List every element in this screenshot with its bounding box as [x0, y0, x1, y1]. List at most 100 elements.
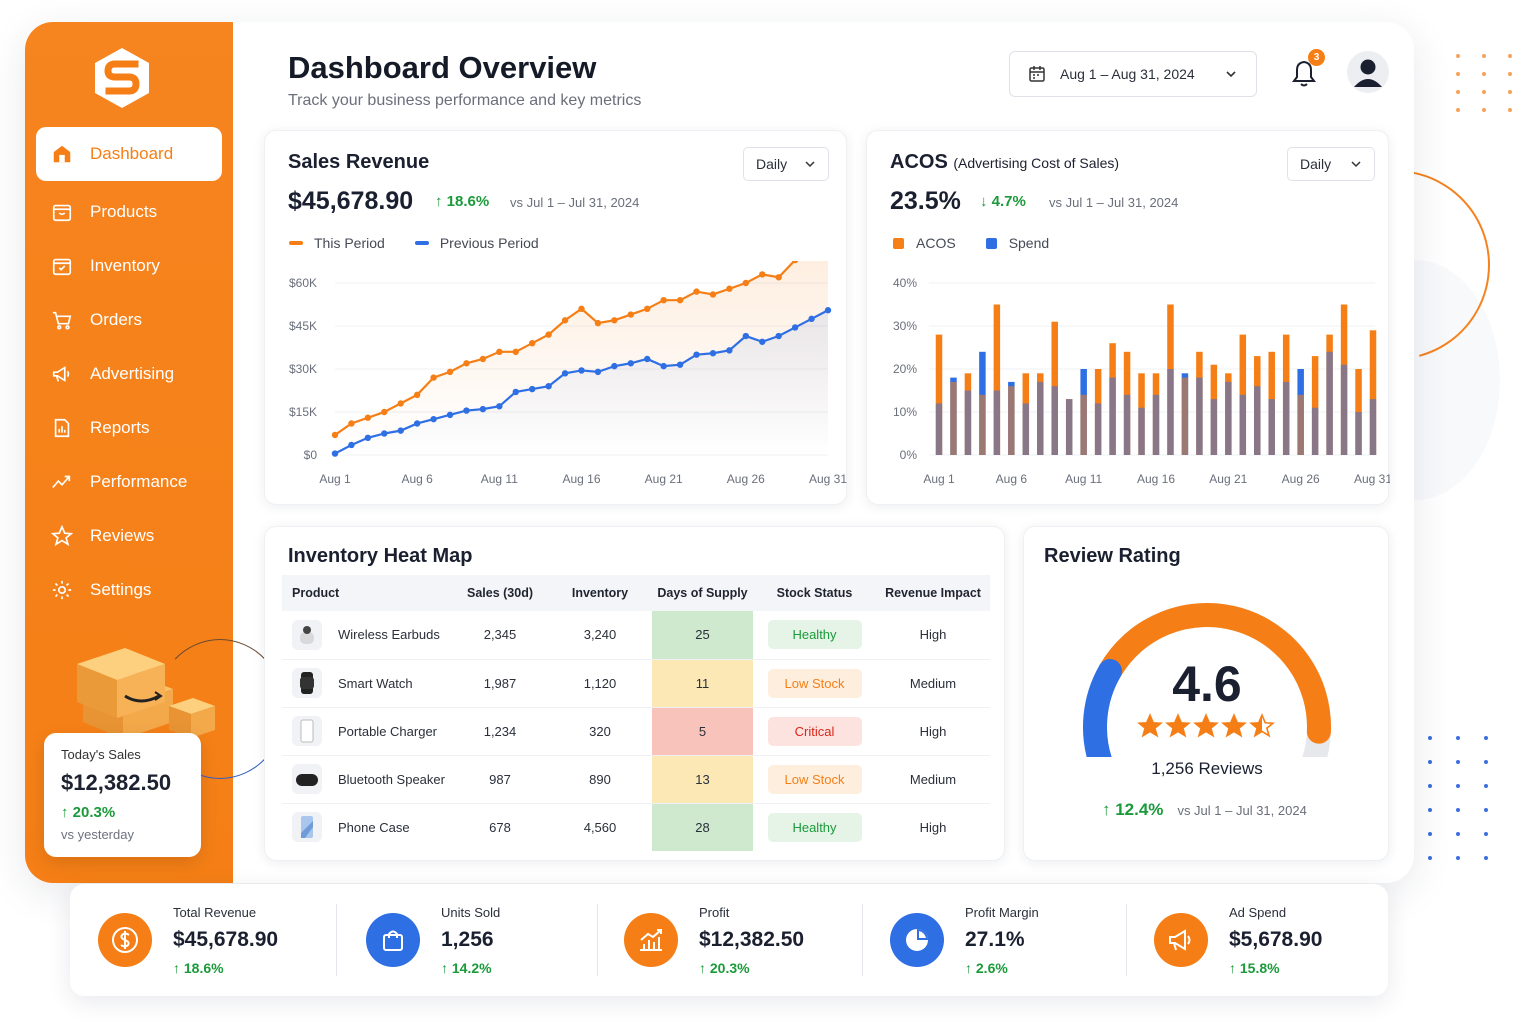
kpi-divider	[862, 904, 863, 976]
data-point	[446, 368, 454, 376]
table-row[interactable]: Smart Watch 1,987 1,120 11 Low Stock Med…	[282, 659, 990, 708]
x-tick-label: Aug 21	[1209, 472, 1247, 486]
spend-bar	[1239, 394, 1247, 455]
status-badge: Healthy	[767, 620, 862, 650]
acos-legend: ACOS Spend	[893, 235, 1079, 251]
acos-bar-chart: 40% 30% 20% 10% 0% Aug 1 Aug 6 Aug 11 Aug 16 Aug …	[893, 276, 1390, 486]
notification-bell-icon[interactable]	[1289, 56, 1319, 90]
kpi-total-revenue[interactable]: Total Revenue $45,678.90 ↑ 18.6%	[98, 884, 278, 996]
impact-cell: High	[876, 707, 990, 756]
y-tick-label: $45K	[289, 319, 317, 333]
inventory-title: Inventory Heat Map	[288, 545, 473, 567]
kpi-units-sold[interactable]: Units Sold 1,256 ↑ 14.2%	[366, 884, 500, 996]
data-point	[808, 315, 815, 323]
table-row[interactable]: Wireless Earbuds 2,345 3,240 25 Healthy …	[282, 611, 990, 660]
sidebar-nav: Dashboard Products Inventory Orders	[36, 127, 222, 617]
box-icon	[50, 200, 74, 224]
kpi-profit-margin[interactable]: Profit Margin 27.1% ↑ 2.6%	[890, 884, 1039, 996]
x-tick-label: Aug 26	[1282, 472, 1320, 486]
spend-bar	[1210, 399, 1218, 455]
data-point	[364, 434, 372, 441]
spend-bar	[964, 390, 972, 455]
table-row[interactable]: Bluetooth Speaker 987 890 13 Low Stock M…	[282, 755, 990, 804]
column-header[interactable]: Product	[282, 575, 452, 611]
kpi-label: Profit	[699, 904, 730, 920]
sidebar-item-label: Orders	[90, 310, 142, 329]
acos-period-select[interactable]: Daily	[1287, 147, 1375, 181]
phone-case-image	[292, 812, 322, 843]
bluetooth-speaker-image	[292, 764, 322, 794]
impact-cell: High	[876, 611, 990, 660]
sidebar-item-reviews[interactable]: Reviews	[36, 509, 222, 563]
acos-title: ACOS (Advertising Cost of Sales)	[890, 151, 1119, 174]
inventory-cell: 320	[548, 707, 652, 756]
sales-period-select[interactable]: Daily	[743, 147, 829, 181]
data-point	[397, 427, 404, 434]
sidebar-item-settings[interactable]: Settings	[36, 563, 222, 617]
cart-icon	[50, 308, 74, 332]
review-change-row: ↑ 12.4% vs Jul 1 – Jul 31, 2024	[1102, 800, 1307, 820]
app-window: Dashboard Products Inventory Orders	[25, 22, 1414, 883]
data-point	[660, 297, 667, 304]
product-name: Smart Watch	[338, 675, 413, 691]
sidebar-item-label: Settings	[90, 580, 152, 599]
user-avatar[interactable]	[1347, 51, 1389, 93]
sidebar-item-dashboard[interactable]: Dashboard	[36, 127, 222, 181]
today-sales-card: Today's Sales $12,382.50 ↑ 20.3% vs yest…	[44, 733, 201, 857]
y-tick-label: 20%	[893, 362, 917, 376]
kpi-divider	[336, 904, 337, 976]
review-count: 1,256 Reviews	[1151, 759, 1263, 778]
y-tick-label: $30K	[289, 362, 317, 376]
data-point	[545, 383, 552, 390]
spend-bar	[1282, 381, 1290, 455]
sidebar-item-reports[interactable]: Reports	[36, 401, 222, 455]
product-name: Phone Case	[338, 819, 410, 835]
sales-cell: 1,987	[452, 659, 548, 708]
column-header[interactable]: Sales (30d)	[452, 575, 548, 611]
sidebar-item-products[interactable]: Products	[36, 185, 222, 239]
sidebar-item-performance[interactable]: Performance	[36, 455, 222, 509]
kpi-ad-spend[interactable]: Ad Spend $5,678.90 ↑ 15.8%	[1154, 884, 1322, 996]
acos-bar	[993, 304, 1001, 455]
data-point	[381, 430, 388, 437]
inventory-icon	[50, 254, 74, 278]
impact-cell: Medium	[876, 659, 990, 708]
table-row[interactable]: Phone Case 678 4,560 28 Healthy High	[282, 803, 990, 851]
kpi-profit[interactable]: Profit $12,382.50 ↑ 20.3%	[624, 884, 804, 996]
sidebar-item-advertising[interactable]: Advertising	[36, 347, 222, 401]
x-tick-label: Aug 1	[923, 472, 955, 486]
chevron-down-icon	[1351, 161, 1361, 168]
today-sales-label: Today's Sales	[61, 747, 141, 762]
x-tick-label: Aug 31	[809, 472, 847, 486]
column-header[interactable]: Inventory	[548, 575, 652, 611]
sidebar-item-orders[interactable]: Orders	[36, 293, 222, 347]
x-tick-label: Aug 11	[481, 472, 518, 486]
column-header[interactable]: Days of Supply	[652, 575, 753, 611]
acos-bar	[1297, 394, 1304, 455]
sidebar-item-inventory[interactable]: Inventory	[36, 239, 222, 293]
impact-cell: Medium	[876, 755, 990, 804]
table-row[interactable]: Portable Charger 1,234 320 5 Critical Hi…	[282, 707, 990, 756]
data-point	[693, 288, 700, 295]
sales-cell: 1,234	[452, 707, 548, 756]
kpi-value: 1,256	[441, 927, 494, 951]
acos-change: ↓ 4.7%	[980, 193, 1026, 210]
brand-logo[interactable]	[91, 46, 153, 110]
portable-charger-image	[292, 716, 322, 746]
shopping-bag-icon	[366, 913, 420, 967]
kpi-change: ↑ 2.6%	[965, 959, 1008, 976]
date-range-picker[interactable]: Aug 1 – Aug 31, 2024	[1009, 51, 1257, 97]
gauge-value-blue	[1083, 659, 1123, 757]
inventory-table: Product Sales (30d) Inventory Days of Su…	[282, 575, 990, 851]
sales-legend: This Period Previous Period	[289, 235, 569, 251]
data-point	[627, 311, 634, 318]
kpi-value: $45,678.90	[173, 927, 279, 951]
sidebar-item-label: Products	[90, 202, 158, 221]
x-tick-label: Aug 31	[1354, 472, 1390, 486]
column-header[interactable]: Revenue Impact	[876, 575, 990, 611]
page-title: Dashboard Overview	[288, 50, 597, 85]
column-header[interactable]: Stock Status	[753, 575, 876, 611]
spend-bar	[1268, 399, 1275, 455]
review-compare: vs Jul 1 – Jul 31, 2024	[1177, 802, 1307, 818]
acos-title-main: ACOS	[890, 151, 948, 173]
